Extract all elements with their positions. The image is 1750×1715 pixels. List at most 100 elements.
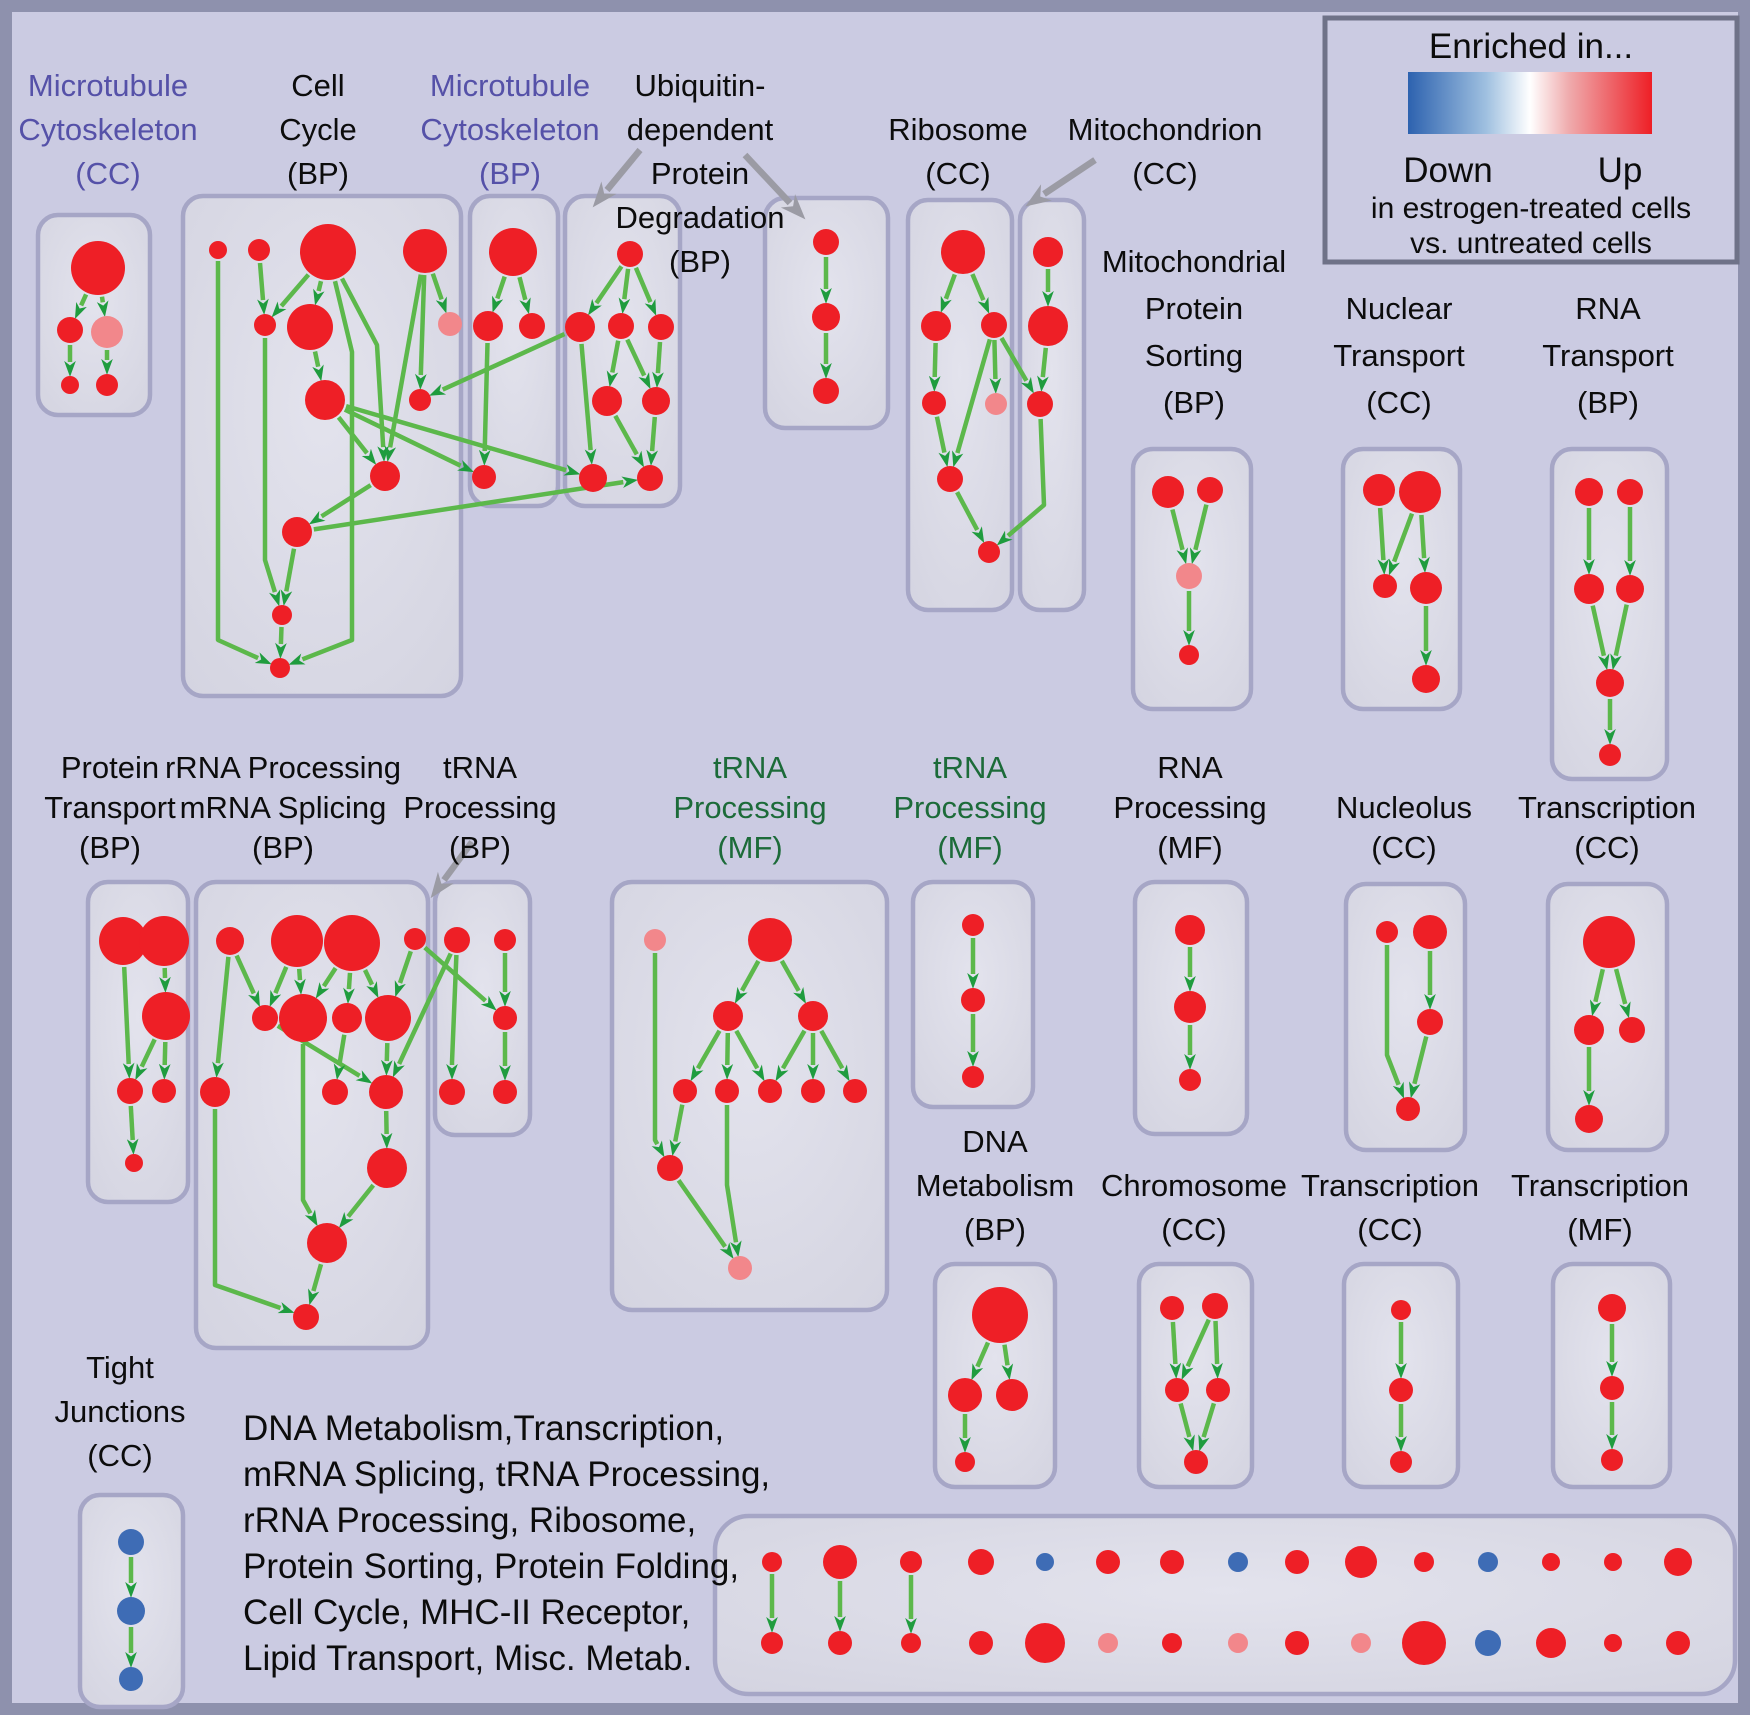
trna-processing-mf-large-edge-7 <box>819 1029 850 1082</box>
mixed-terms-node-19 <box>1025 1623 1065 1663</box>
transcription-cc-mid-label-line-0: Transcription <box>1518 790 1696 825</box>
cross-edge-4 <box>999 336 1034 394</box>
ubiquitin-degradation-node-0 <box>617 241 643 267</box>
cell-cycle-edge-6 <box>414 274 427 390</box>
cross-edge-5 <box>996 418 1047 546</box>
mitochondrial-protein-sorting-label-line-2: Sorting <box>1145 338 1243 373</box>
rna-processing-mf-node-1 <box>1174 991 1206 1023</box>
rna-transport-node-2 <box>1574 574 1604 604</box>
merged-terms-annotation: DNA Metabolism,Transcription, mRNA Splici… <box>243 1409 770 1678</box>
rna-transport-edge-3 <box>1610 604 1629 671</box>
transcription-mf-node-1 <box>1600 1376 1624 1400</box>
trna-processing-mf-large-edge-4 <box>734 1029 765 1082</box>
cell-cycle-edge-9 <box>312 351 324 382</box>
rrna-processing-mrna-splicing-edge-14 <box>308 1263 324 1306</box>
annotation-line-4: Cell Cycle, MHC-II Receptor, <box>243 1593 690 1632</box>
nuclear-transport-edge-0 <box>1377 507 1390 575</box>
rrna-processing-mrna-splicing-label-line-0: rRNA Processing <box>165 750 401 785</box>
rrna-processing-mrna-splicing-node-9 <box>322 1079 348 1105</box>
label-pointer-arrow-3 <box>430 840 475 899</box>
ubiquitin-degradation-2-node-2 <box>813 378 839 404</box>
annotation-line-3: Protein Sorting, Protein Folding, <box>243 1547 739 1586</box>
ubiquitin-degradation-edge-3 <box>606 340 621 388</box>
trna-processing-mf-large-edge-1 <box>779 959 807 1004</box>
microtubule-bp-node-0 <box>489 228 537 276</box>
trna-processing-mf-large-edge-9 <box>669 1104 685 1157</box>
chromosome-cc-box <box>1136 1261 1255 1490</box>
transcription-cc-mid-box <box>1545 881 1670 1153</box>
chromosome-cc-node-3 <box>1206 1378 1230 1402</box>
cell-cycle-edge-7 <box>430 272 447 314</box>
protein-transport-edge-0 <box>121 966 135 1079</box>
cross-edge-6 <box>392 952 453 1078</box>
nuclear-transport-box <box>1340 446 1463 712</box>
tight-junctions-label-line-0: Tight <box>86 1350 154 1385</box>
nucleolus-cc-node-1 <box>1413 915 1447 949</box>
microtubule-cc-label-line-0: Microtubule <box>28 68 188 103</box>
rna-transport-node-5 <box>1599 744 1621 766</box>
tight-junctions-label-line-1: Junctions <box>55 1394 186 1429</box>
cross-edge-2 <box>429 332 566 396</box>
trna-processing-mf-large-node-9 <box>657 1155 683 1181</box>
ubiquitin-degradation-edge-6 <box>579 343 597 465</box>
mitochondrion-cc-node-1 <box>1028 306 1068 346</box>
mixed-terms-node-23 <box>1285 1631 1309 1655</box>
trna-processing-mf-large-node-4 <box>673 1079 697 1103</box>
microtubule-bp-box <box>467 193 561 509</box>
rrna-processing-mrna-splicing-edge-1 <box>234 954 260 1007</box>
mixed-terms-node-15 <box>761 1632 783 1654</box>
rrna-processing-mrna-splicing-label-line-1: mRNA Splicing <box>180 790 387 825</box>
mitochondrion-cc-node-2 <box>1027 391 1053 417</box>
trna-processing-bp-node-0 <box>444 927 470 953</box>
dna-metabolism-edge-0 <box>971 1341 991 1381</box>
rrna-processing-mrna-splicing-edge-6 <box>362 969 379 999</box>
mixed-terms-node-4 <box>1036 1553 1054 1571</box>
ubiquitin-degradation-edge-0 <box>588 265 624 316</box>
transcription-cc-bottom-label-line-0: Transcription <box>1301 1168 1479 1203</box>
rna-transport-label-line-0: RNA <box>1575 291 1641 326</box>
trna-processing-mf-large-node-1 <box>748 918 792 962</box>
nucleolus-cc-box <box>1343 881 1468 1153</box>
transcription-cc-mid-edge-0 <box>1589 968 1605 1017</box>
rrna-processing-mrna-splicing-node-13 <box>293 1304 319 1330</box>
nuclear-transport-node-0 <box>1363 474 1395 506</box>
microtubule-cc-label-line-1: Cytoskeleton <box>18 112 197 147</box>
mitochondrion-cc-node-0 <box>1033 237 1063 267</box>
chromosome-cc-node-2 <box>1165 1378 1189 1402</box>
cell-cycle-edge-3 <box>313 280 325 306</box>
ubiquitin-degradation-edge-1 <box>618 268 631 314</box>
trna-processing-mf-small-node-1 <box>961 988 985 1012</box>
ubiquitin-degradation-edge-2 <box>633 266 657 316</box>
rna-processing-mf-label-line-2: (MF) <box>1157 830 1222 865</box>
mixed-terms-node-14 <box>1664 1548 1692 1576</box>
chromosome-cc-node-1 <box>1202 1293 1228 1319</box>
rna-processing-mf-node-0 <box>1175 915 1205 945</box>
ribosome-cc-node-4 <box>985 393 1007 415</box>
transcription-cc-bottom-node-2 <box>1390 1451 1412 1473</box>
cross-edge-3 <box>343 407 474 473</box>
mitochondrion-cc-label-line-1: (CC) <box>1132 156 1197 191</box>
mixed-terms-node-8 <box>1285 1550 1309 1574</box>
mitochondrial-protein-sorting-edge-0 <box>1170 508 1188 565</box>
ubiquitin-degradation-edge-5 <box>652 341 664 388</box>
dna-metabolism-label-line-1: Metabolism <box>916 1168 1075 1203</box>
mitochondrial-protein-sorting-node-2 <box>1176 563 1202 589</box>
ribosome-cc-edge-6 <box>955 491 985 544</box>
nuclear-transport-node-3 <box>1410 572 1442 604</box>
label-pointer-arrow-1 <box>742 152 806 220</box>
label-pointer-arrow-0 <box>592 147 643 208</box>
mixed-terms-node-10 <box>1414 1552 1434 1572</box>
transcription-cc-bottom-node-1 <box>1389 1378 1413 1402</box>
trna-processing-mf-small-label-line-0: tRNA <box>933 750 1007 785</box>
rna-transport-node-1 <box>1617 479 1643 505</box>
dna-metabolism-node-3 <box>955 1452 975 1472</box>
nuclear-transport-label-line-1: Transport <box>1333 338 1465 373</box>
trna-processing-bp-label-line-0: tRNA <box>443 750 517 785</box>
trna-processing-mf-large-label-line-2: (MF) <box>717 830 782 865</box>
ubiquitin-degradation-edge-4 <box>625 338 651 390</box>
trna-processing-mf-large-node-7 <box>801 1079 825 1103</box>
ribosome-cc-node-0 <box>941 230 985 274</box>
chromosome-cc-edge-2 <box>1211 1320 1223 1379</box>
